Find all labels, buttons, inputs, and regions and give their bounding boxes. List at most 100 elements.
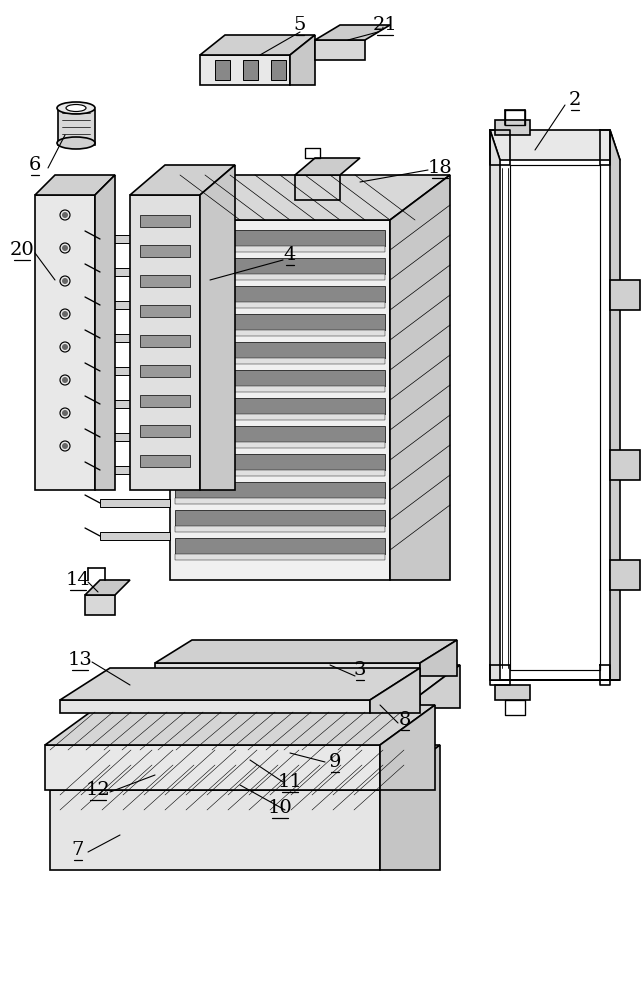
Text: 18: 18 xyxy=(428,159,453,177)
Polygon shape xyxy=(175,510,385,526)
Polygon shape xyxy=(175,370,385,386)
Polygon shape xyxy=(510,165,600,670)
Polygon shape xyxy=(90,720,430,745)
Circle shape xyxy=(62,344,68,350)
Polygon shape xyxy=(175,454,385,470)
Polygon shape xyxy=(170,175,450,220)
Polygon shape xyxy=(175,414,385,420)
Text: 3: 3 xyxy=(354,661,367,679)
Polygon shape xyxy=(175,330,385,336)
Polygon shape xyxy=(295,158,360,175)
Polygon shape xyxy=(95,175,115,490)
Polygon shape xyxy=(100,268,170,276)
Polygon shape xyxy=(58,110,95,145)
Polygon shape xyxy=(100,235,170,243)
Polygon shape xyxy=(175,482,385,498)
Polygon shape xyxy=(495,120,530,135)
Polygon shape xyxy=(420,640,457,676)
Polygon shape xyxy=(295,175,340,200)
Polygon shape xyxy=(175,302,385,308)
Polygon shape xyxy=(610,560,640,590)
Circle shape xyxy=(62,443,68,449)
Text: 6: 6 xyxy=(29,156,41,174)
Polygon shape xyxy=(75,740,425,765)
Polygon shape xyxy=(140,215,190,227)
Polygon shape xyxy=(110,695,438,720)
Ellipse shape xyxy=(57,137,95,149)
Polygon shape xyxy=(290,35,315,85)
Polygon shape xyxy=(315,25,390,40)
Polygon shape xyxy=(243,60,258,80)
Polygon shape xyxy=(100,367,170,375)
Polygon shape xyxy=(610,280,640,310)
Text: 11: 11 xyxy=(278,773,302,791)
Polygon shape xyxy=(155,663,420,676)
Polygon shape xyxy=(495,685,530,700)
Polygon shape xyxy=(140,425,190,437)
Text: 10: 10 xyxy=(267,799,293,817)
Polygon shape xyxy=(60,700,370,713)
Circle shape xyxy=(62,311,68,317)
Polygon shape xyxy=(140,395,190,407)
Text: 4: 4 xyxy=(284,246,296,264)
Polygon shape xyxy=(200,35,315,55)
Polygon shape xyxy=(315,40,365,60)
Polygon shape xyxy=(100,334,170,342)
Polygon shape xyxy=(175,470,385,476)
Polygon shape xyxy=(490,130,620,160)
Polygon shape xyxy=(130,165,235,195)
Text: 8: 8 xyxy=(399,711,411,729)
Polygon shape xyxy=(155,695,420,708)
Text: 9: 9 xyxy=(329,753,341,771)
Circle shape xyxy=(62,245,68,251)
Polygon shape xyxy=(175,314,385,330)
Polygon shape xyxy=(175,442,385,448)
Polygon shape xyxy=(175,258,385,274)
Polygon shape xyxy=(175,398,385,414)
Polygon shape xyxy=(420,665,460,708)
Polygon shape xyxy=(100,499,170,507)
Polygon shape xyxy=(370,668,420,713)
Polygon shape xyxy=(610,130,620,680)
Polygon shape xyxy=(215,60,230,80)
Polygon shape xyxy=(140,245,190,257)
Polygon shape xyxy=(175,426,385,442)
Polygon shape xyxy=(50,790,380,870)
Text: 21: 21 xyxy=(373,16,397,34)
Polygon shape xyxy=(380,745,440,870)
Polygon shape xyxy=(175,230,385,246)
Polygon shape xyxy=(155,665,460,695)
Polygon shape xyxy=(100,301,170,309)
Ellipse shape xyxy=(57,102,95,114)
Polygon shape xyxy=(140,365,190,377)
Polygon shape xyxy=(100,400,170,408)
Polygon shape xyxy=(60,668,420,700)
Text: 20: 20 xyxy=(10,241,34,259)
Polygon shape xyxy=(45,705,435,745)
Text: 5: 5 xyxy=(294,16,306,34)
Polygon shape xyxy=(140,335,190,347)
Polygon shape xyxy=(50,745,440,790)
Polygon shape xyxy=(140,275,190,287)
Text: 2: 2 xyxy=(569,91,581,109)
Polygon shape xyxy=(170,220,390,580)
Polygon shape xyxy=(175,358,385,364)
Polygon shape xyxy=(200,55,290,85)
Polygon shape xyxy=(175,274,385,280)
Polygon shape xyxy=(490,130,500,680)
Polygon shape xyxy=(100,532,170,540)
Circle shape xyxy=(62,377,68,383)
Polygon shape xyxy=(175,498,385,504)
Polygon shape xyxy=(35,195,95,490)
Polygon shape xyxy=(390,175,450,580)
Polygon shape xyxy=(75,765,385,775)
Polygon shape xyxy=(45,745,380,790)
Polygon shape xyxy=(271,60,286,80)
Polygon shape xyxy=(175,538,385,554)
Polygon shape xyxy=(85,595,115,615)
Polygon shape xyxy=(175,246,385,252)
Polygon shape xyxy=(100,433,170,441)
Polygon shape xyxy=(175,342,385,358)
Ellipse shape xyxy=(66,104,86,111)
Polygon shape xyxy=(610,450,640,480)
